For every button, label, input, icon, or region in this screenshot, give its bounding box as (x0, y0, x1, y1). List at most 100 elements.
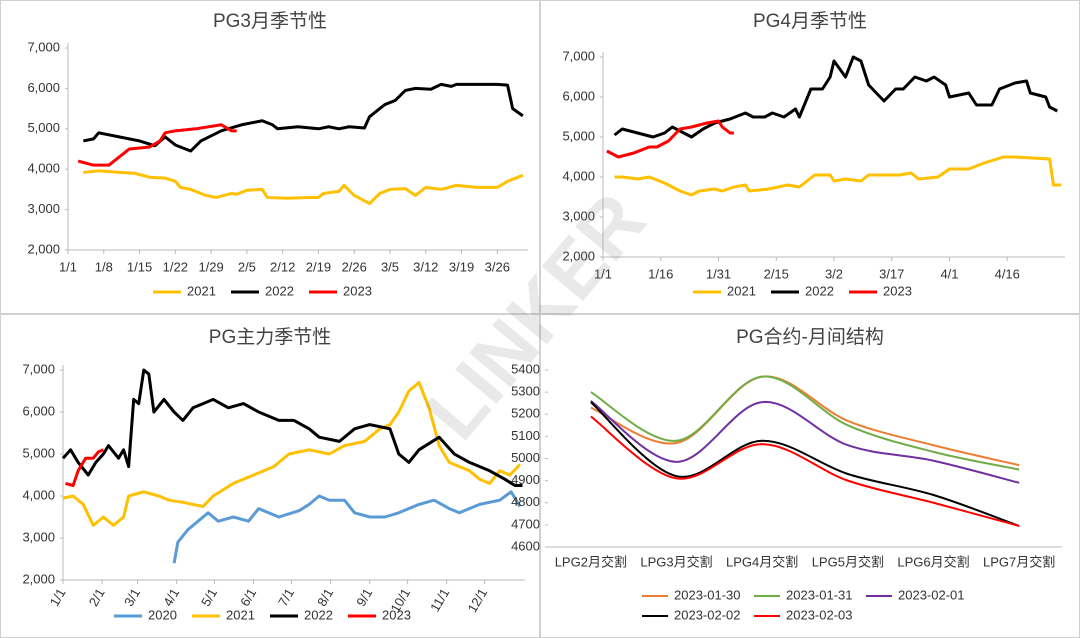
x-tick-label: 3/12 (413, 259, 438, 274)
y-tick-label: 4900 (511, 472, 540, 487)
y-tick-label: 4,000 (22, 487, 55, 502)
legend-label: 2023-01-31 (786, 587, 853, 602)
x-tick-label: 3/19 (449, 259, 474, 274)
y-tick-label: 4,000 (562, 168, 595, 183)
legend-label: 2023-02-02 (674, 607, 741, 622)
legend-label: 2021 (187, 283, 216, 298)
x-tick-label: 4/16 (995, 266, 1020, 281)
x-tick-label: LPG3月交割 (640, 554, 712, 569)
legend-label: 2020 (148, 607, 177, 622)
legend-label: 2023-02-01 (898, 587, 965, 602)
x-tick-label: 1/16 (648, 266, 673, 281)
y-tick-label: 6,000 (27, 80, 60, 95)
x-tick-label: 3/17 (879, 266, 904, 281)
x-tick-label: 11/1 (427, 586, 452, 615)
x-tick-label: 8/1 (314, 586, 336, 609)
y-tick-label: 7,000 (27, 39, 60, 54)
y-tick-label: 2,000 (22, 571, 55, 586)
series-line (590, 375, 1020, 471)
series-line (172, 490, 522, 564)
chart-title: PG主力季节性 (209, 326, 331, 348)
chart-title: PG4月季节性 (753, 10, 867, 32)
series-line (62, 381, 522, 527)
series-line (83, 169, 524, 206)
chart-title: PG3月季节性 (213, 10, 327, 32)
chart-title: PG合约-月间结构 (736, 326, 884, 348)
series-line (606, 119, 734, 159)
x-tick-label: 9/1 (353, 586, 375, 609)
x-tick-label: 4/1 (160, 586, 182, 609)
y-tick-label: 5,000 (22, 445, 55, 460)
x-tick-label: 3/1 (121, 586, 143, 609)
x-tick-label: 3/2 (825, 266, 843, 281)
y-tick-label: 7,000 (562, 48, 595, 63)
legend-label: 2022 (304, 607, 333, 622)
x-tick-label: LPG2月交割 (555, 554, 627, 569)
x-tick-label: 3/5 (381, 259, 399, 274)
series-line (83, 82, 524, 153)
y-tick-label: 5400 (511, 361, 540, 376)
series-line (590, 400, 1020, 484)
y-tick-label: 5300 (511, 384, 540, 399)
legend-label: 2021 (226, 607, 255, 622)
y-tick-label: 3,000 (27, 201, 60, 216)
series-line (61, 368, 523, 487)
x-tick-label: 2/26 (342, 259, 367, 274)
x-tick-label: 2/19 (306, 259, 331, 274)
x-tick-label: LPG6月交割 (897, 554, 969, 569)
x-tick-label: 4/1 (940, 266, 958, 281)
y-tick-label: 4700 (511, 516, 540, 531)
x-tick-label: 7/1 (275, 586, 297, 609)
x-tick-label: 1/8 (95, 259, 113, 274)
x-tick-label: 2/5 (238, 259, 256, 274)
x-tick-label: LPG4月交割 (726, 554, 798, 569)
x-tick-label: 1/22 (163, 259, 188, 274)
x-tick-label: LPG7月交割 (983, 554, 1055, 569)
x-tick-label: 1/1 (47, 586, 69, 609)
x-tick-label: 1/29 (198, 259, 223, 274)
legend-label: 2023 (343, 283, 372, 298)
series-line (614, 155, 1062, 197)
x-tick-label: 1/1 (594, 266, 612, 281)
x-tick-label: LPG5月交割 (812, 554, 884, 569)
x-tick-label: 12/1 (465, 586, 491, 615)
series-line (613, 55, 1058, 139)
y-tick-label: 5000 (511, 450, 540, 465)
y-tick-label: 2,000 (562, 248, 595, 263)
legend-label: 2022 (805, 283, 834, 298)
y-tick-label: 4600 (511, 538, 540, 553)
y-tick-label: 4800 (511, 494, 540, 509)
y-tick-label: 3,000 (22, 529, 55, 544)
y-tick-label: 2,000 (27, 241, 60, 256)
y-tick-label: 4,000 (27, 161, 60, 176)
x-tick-label: 6/1 (237, 586, 259, 609)
y-tick-label: 5100 (511, 428, 540, 443)
legend-label: 2023 (382, 607, 411, 622)
y-tick-label: 6,000 (562, 88, 595, 103)
legend-label: 2021 (727, 283, 756, 298)
series-line (65, 448, 104, 487)
x-tick-label: 3/26 (485, 259, 510, 274)
x-tick-label: 5/1 (198, 586, 220, 609)
series-line (590, 415, 1020, 527)
x-tick-label: 2/1 (86, 586, 108, 609)
series-line (590, 375, 1020, 467)
legend-label: 2022 (265, 283, 294, 298)
y-tick-label: 6,000 (22, 403, 55, 418)
series-line (77, 123, 237, 167)
x-tick-label: 1/1 (59, 259, 77, 274)
y-tick-label: 5,000 (562, 128, 595, 143)
y-tick-label: 7,000 (22, 361, 55, 376)
x-tick-label: 2/12 (270, 259, 295, 274)
legend-label: 2023 (883, 283, 912, 298)
panel-border (0, 0, 540, 314)
x-tick-label: 1/31 (706, 266, 731, 281)
series-line (590, 401, 1020, 527)
y-tick-label: 5,000 (27, 120, 60, 135)
legend-label: 2023-01-30 (674, 587, 741, 602)
y-tick-label: 5200 (511, 406, 540, 421)
x-tick-label: 1/15 (127, 259, 152, 274)
y-tick-label: 3,000 (562, 208, 595, 223)
x-tick-label: 2/15 (764, 266, 789, 281)
